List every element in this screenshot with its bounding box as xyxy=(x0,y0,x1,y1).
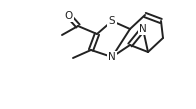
Text: N: N xyxy=(139,24,147,34)
Text: N: N xyxy=(108,52,116,62)
Text: O: O xyxy=(65,11,73,21)
Text: S: S xyxy=(109,16,115,26)
